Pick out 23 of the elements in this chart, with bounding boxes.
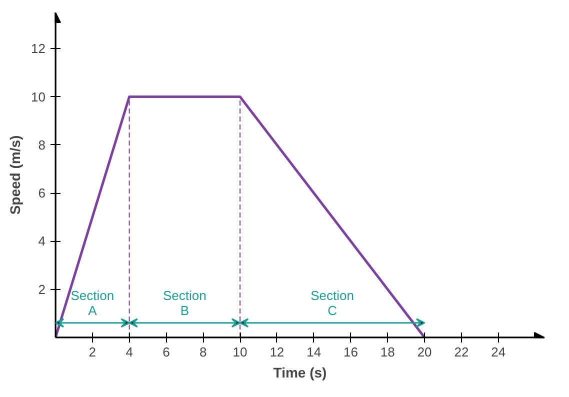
annotation: Section B	[162, 288, 206, 318]
annotation: Section A	[70, 288, 114, 318]
x-tick-label: 12	[270, 344, 284, 360]
x-tick-label: 14	[306, 344, 322, 360]
x-tick-label: 24	[491, 344, 506, 360]
y-axis-title: Speed (m/s)	[7, 135, 24, 215]
y-tick-label: 8	[38, 137, 46, 152]
x-tick-label: 8	[200, 344, 207, 360]
x-tick-label: 20	[417, 344, 432, 360]
y-tick-label: 2	[38, 282, 46, 297]
y-tick-label: 6	[38, 186, 46, 201]
x-tick-label: 18	[380, 344, 395, 360]
x-tick-label: 2	[88, 344, 96, 360]
y-tick-label: 4	[38, 234, 46, 249]
x-tick-label: 4	[126, 344, 133, 360]
x-tick-label: 22	[454, 344, 469, 360]
x-tick-label: 10	[232, 344, 248, 360]
x-tick-label: 16	[344, 344, 358, 360]
annotation: Section C	[310, 288, 354, 318]
y-tick-label: 10	[31, 89, 46, 104]
x-tick-label: 6	[162, 344, 170, 360]
x-axis-title: Time (s)	[273, 364, 327, 380]
y-tick-label: 12	[31, 41, 46, 56]
